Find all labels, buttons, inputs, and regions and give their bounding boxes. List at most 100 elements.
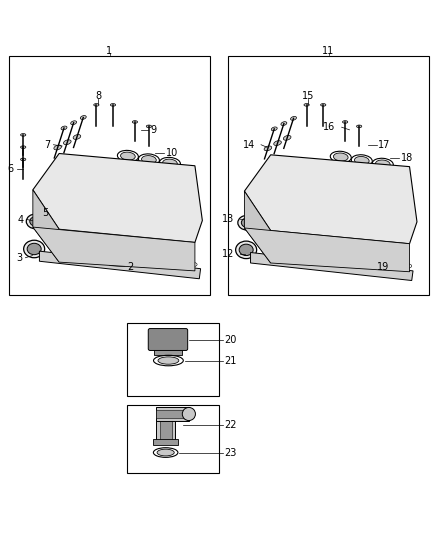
Polygon shape (33, 154, 202, 243)
Ellipse shape (92, 196, 114, 208)
Ellipse shape (264, 146, 272, 151)
Ellipse shape (54, 145, 61, 150)
Ellipse shape (304, 103, 309, 106)
Ellipse shape (54, 208, 67, 217)
Ellipse shape (80, 116, 86, 119)
Text: 20: 20 (225, 335, 237, 345)
Text: 14: 14 (243, 140, 255, 150)
Ellipse shape (94, 103, 99, 106)
Ellipse shape (61, 126, 67, 130)
Ellipse shape (148, 206, 163, 214)
Ellipse shape (329, 201, 352, 214)
Ellipse shape (158, 357, 179, 364)
Ellipse shape (333, 203, 349, 212)
Ellipse shape (241, 218, 254, 228)
Text: 17: 17 (378, 140, 391, 150)
Ellipse shape (283, 135, 291, 140)
Ellipse shape (343, 120, 348, 123)
Ellipse shape (236, 241, 257, 259)
Bar (156, 410, 175, 440)
Ellipse shape (356, 206, 378, 218)
Ellipse shape (73, 134, 81, 140)
Bar (228, 56, 429, 295)
Ellipse shape (110, 103, 116, 106)
Ellipse shape (170, 208, 193, 221)
Polygon shape (244, 228, 410, 272)
Ellipse shape (24, 240, 45, 258)
Bar (154, 346, 181, 356)
Ellipse shape (120, 152, 135, 160)
Bar (159, 410, 172, 440)
Text: 10: 10 (166, 148, 178, 158)
Ellipse shape (274, 141, 281, 146)
Bar (127, 324, 219, 395)
Text: 16: 16 (323, 122, 335, 132)
Ellipse shape (382, 210, 405, 222)
Ellipse shape (21, 158, 26, 161)
Ellipse shape (146, 125, 152, 128)
Text: 13: 13 (222, 214, 234, 224)
Ellipse shape (21, 146, 26, 149)
Ellipse shape (265, 209, 278, 219)
Ellipse shape (333, 153, 348, 161)
Text: 7: 7 (44, 140, 50, 150)
Text: 6: 6 (7, 164, 14, 174)
Ellipse shape (121, 202, 137, 210)
Ellipse shape (95, 198, 111, 206)
Ellipse shape (271, 127, 277, 131)
Ellipse shape (321, 103, 326, 106)
Text: 3: 3 (16, 253, 22, 263)
Ellipse shape (281, 122, 287, 126)
Text: 8: 8 (95, 91, 101, 101)
Text: 21: 21 (225, 356, 237, 366)
Text: 9: 9 (150, 125, 156, 135)
Text: 1: 1 (106, 45, 113, 55)
FancyBboxPatch shape (148, 328, 187, 351)
Ellipse shape (290, 116, 297, 120)
Ellipse shape (357, 125, 362, 128)
Ellipse shape (132, 120, 138, 123)
Ellipse shape (303, 197, 326, 209)
Ellipse shape (385, 212, 401, 220)
Text: 2: 2 (127, 262, 133, 271)
Ellipse shape (141, 156, 156, 164)
Polygon shape (33, 190, 59, 262)
Polygon shape (251, 253, 413, 280)
Ellipse shape (359, 208, 375, 216)
Text: 15: 15 (302, 91, 314, 101)
Bar (9, 56, 210, 295)
Ellipse shape (157, 449, 174, 456)
Polygon shape (39, 251, 201, 279)
Text: 11: 11 (322, 45, 335, 55)
Text: 5: 5 (42, 208, 49, 218)
Polygon shape (244, 155, 417, 244)
Bar (156, 407, 189, 421)
Text: 18: 18 (401, 153, 413, 163)
Text: 19: 19 (377, 262, 389, 271)
Ellipse shape (238, 215, 257, 230)
Text: 4: 4 (18, 215, 24, 224)
Ellipse shape (71, 121, 77, 125)
Ellipse shape (239, 244, 253, 255)
Ellipse shape (30, 216, 42, 226)
Ellipse shape (174, 211, 190, 219)
Ellipse shape (21, 134, 26, 136)
Bar (156, 410, 189, 417)
Ellipse shape (144, 204, 167, 217)
Polygon shape (33, 227, 195, 271)
Ellipse shape (182, 407, 195, 421)
Ellipse shape (280, 195, 296, 203)
Ellipse shape (64, 140, 71, 144)
Ellipse shape (26, 214, 46, 229)
Ellipse shape (277, 192, 300, 205)
Bar (127, 405, 219, 473)
Text: 22: 22 (225, 420, 237, 430)
Ellipse shape (354, 157, 369, 165)
Text: 23: 23 (225, 448, 237, 457)
Polygon shape (244, 191, 271, 263)
Ellipse shape (69, 193, 85, 201)
Ellipse shape (118, 200, 141, 212)
Ellipse shape (307, 199, 322, 207)
Ellipse shape (27, 243, 41, 255)
Bar (153, 439, 178, 445)
